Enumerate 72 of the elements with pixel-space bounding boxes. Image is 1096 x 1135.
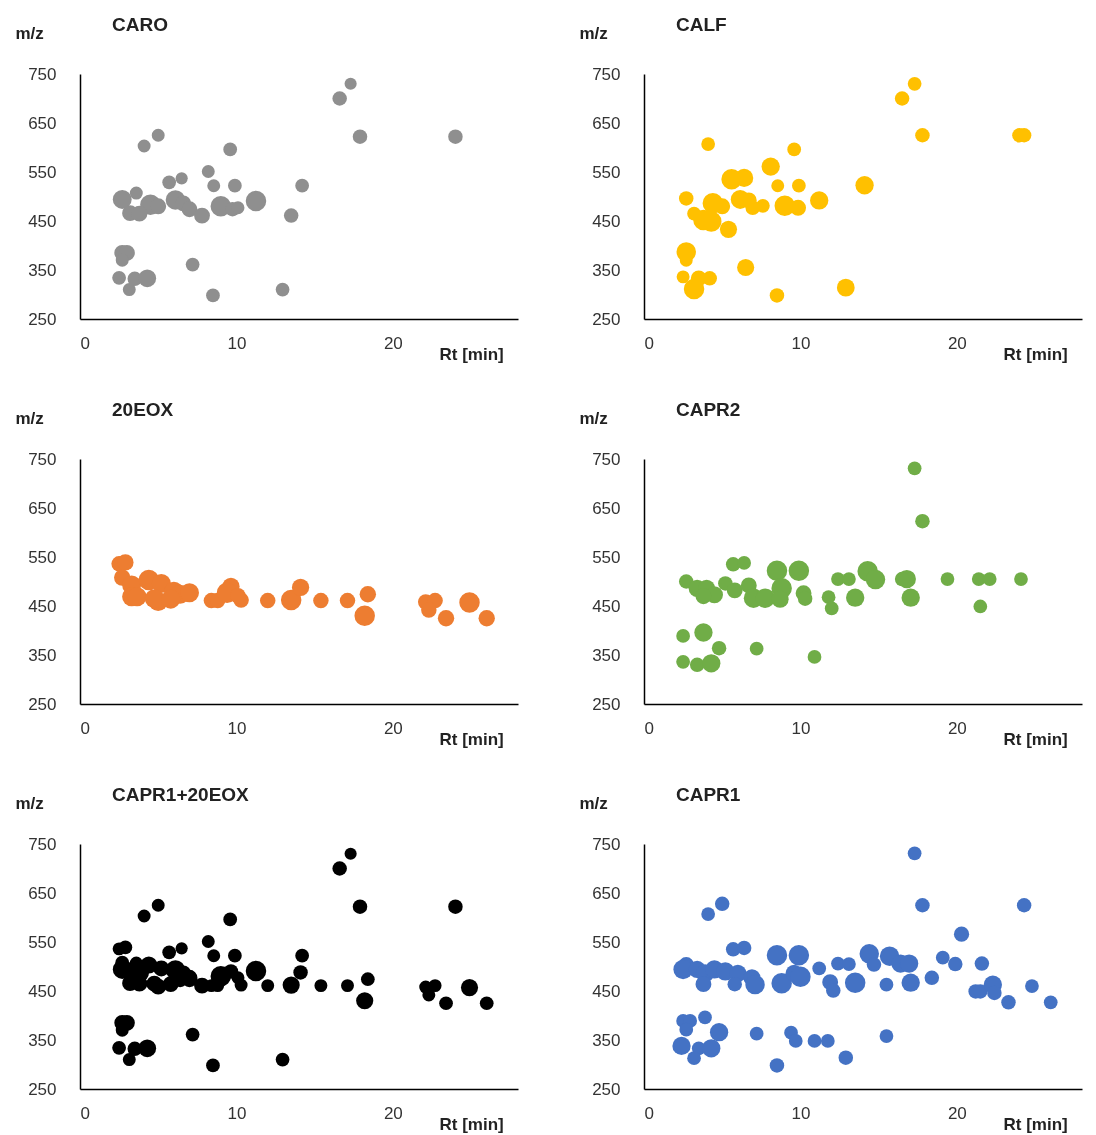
- y-tick-label: 750: [28, 449, 57, 469]
- y-axis-title: m/z: [15, 793, 44, 813]
- x-tick-label: 0: [644, 333, 654, 353]
- chart-title: CAPR1: [676, 784, 741, 806]
- y-tick-label: 650: [592, 113, 621, 133]
- y-tick-label: 250: [28, 1079, 57, 1099]
- x-axis-title: Rt [min]: [439, 344, 504, 364]
- y-tick-label: 750: [592, 449, 621, 469]
- x-tick-label: 10: [791, 718, 811, 738]
- x-tick-label: 0: [80, 1103, 90, 1123]
- y-tick-label: 350: [592, 645, 621, 665]
- y-tick-label: 550: [592, 547, 621, 567]
- y-tick-label: 250: [592, 309, 621, 329]
- chart-title: 20EOX: [112, 399, 174, 421]
- y-tick-label: 250: [592, 694, 621, 714]
- x-tick-label: 0: [644, 1103, 654, 1123]
- x-tick-label: 0: [80, 718, 90, 738]
- y-tick-label: 750: [28, 834, 57, 854]
- y-tick-label: 650: [28, 498, 57, 518]
- y-axis-title: m/z: [579, 23, 608, 43]
- y-tick-label: 650: [592, 883, 621, 903]
- x-tick-label: 0: [80, 333, 90, 353]
- y-tick-label: 550: [28, 162, 57, 182]
- y-tick-label: 450: [592, 596, 621, 616]
- x-tick-label: 10: [227, 718, 247, 738]
- y-tick-label: 650: [28, 883, 57, 903]
- y-tick-label: 450: [28, 211, 57, 231]
- chart-title: CARO: [112, 14, 168, 36]
- y-tick-label: 250: [28, 309, 57, 329]
- y-axis-title: m/z: [15, 408, 44, 428]
- y-tick-label: 350: [592, 260, 621, 280]
- y-tick-label: 550: [28, 932, 57, 952]
- y-tick-label: 550: [28, 547, 57, 567]
- x-tick-label: 20: [383, 718, 403, 738]
- y-tick-label: 350: [28, 260, 57, 280]
- x-axis-title: Rt [min]: [1003, 344, 1068, 364]
- y-axis-title: m/z: [579, 793, 608, 813]
- y-tick-label: 450: [592, 981, 621, 1001]
- y-tick-label: 250: [28, 694, 57, 714]
- y-tick-label: 450: [28, 981, 57, 1001]
- x-axis-title: Rt [min]: [439, 729, 504, 749]
- y-tick-label: 650: [592, 498, 621, 518]
- y-axis-title: m/z: [579, 408, 608, 428]
- x-tick-label: 10: [227, 333, 247, 353]
- y-tick-label: 650: [28, 113, 57, 133]
- x-axis-title: Rt [min]: [1003, 729, 1068, 749]
- x-tick-label: 0: [644, 718, 654, 738]
- chart-title: CAPR2: [676, 399, 741, 421]
- chart-title: CAPR1+20EOX: [112, 784, 249, 806]
- x-tick-label: 20: [383, 333, 403, 353]
- y-tick-label: 350: [28, 1030, 57, 1050]
- y-tick-label: 550: [592, 932, 621, 952]
- x-tick-label: 20: [947, 1103, 967, 1123]
- y-tick-label: 450: [28, 596, 57, 616]
- chart-title: CALF: [676, 14, 727, 36]
- x-axis-title: Rt [min]: [1003, 1114, 1068, 1134]
- x-tick-label: 10: [791, 333, 811, 353]
- x-tick-label: 10: [227, 1103, 247, 1123]
- y-tick-label: 350: [28, 645, 57, 665]
- y-tick-label: 750: [28, 64, 57, 84]
- y-axis-title: m/z: [15, 23, 44, 43]
- x-tick-label: 20: [947, 718, 967, 738]
- y-tick-label: 350: [592, 1030, 621, 1050]
- y-tick-label: 750: [592, 64, 621, 84]
- y-tick-label: 750: [592, 834, 621, 854]
- y-tick-label: 550: [592, 162, 621, 182]
- x-axis-title: Rt [min]: [439, 1114, 504, 1134]
- x-tick-label: 10: [791, 1103, 811, 1123]
- y-tick-label: 450: [592, 211, 621, 231]
- x-tick-label: 20: [383, 1103, 403, 1123]
- y-tick-label: 250: [592, 1079, 621, 1099]
- x-tick-label: 20: [947, 333, 967, 353]
